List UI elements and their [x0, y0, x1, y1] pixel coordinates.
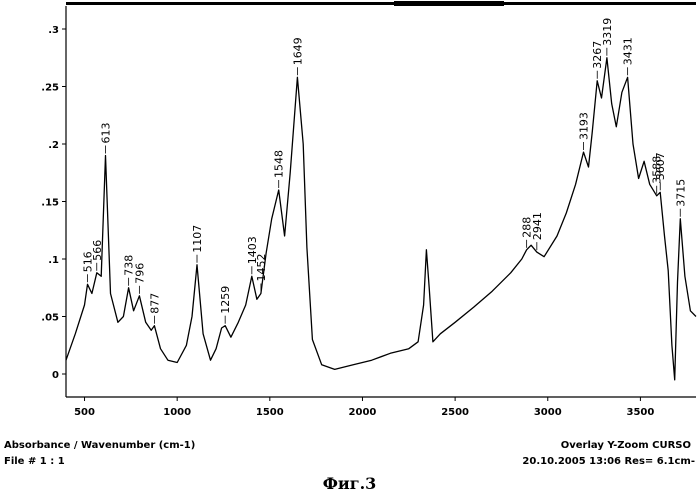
- y-tick-label: .15: [41, 198, 59, 209]
- axes-label: Absorbance / Wavenumber (cm-1): [4, 440, 195, 451]
- y-tick-label: .25: [41, 83, 59, 94]
- peak-label: 1548: [273, 150, 286, 178]
- x-tick-label: 500: [74, 407, 95, 418]
- stamp-label: 20.10.2005 13:06 Res= 6.1cm-: [522, 456, 695, 467]
- peak-label: 3431: [622, 37, 635, 65]
- y-tick-label: .05: [41, 313, 59, 324]
- peak-label: 3715: [674, 179, 687, 207]
- x-tick-label: 2000: [349, 407, 377, 418]
- y-tick-label: 0: [52, 370, 59, 381]
- peak-label: 1649: [291, 37, 304, 65]
- peak-label: 877: [148, 293, 161, 314]
- spectrum-line: [66, 58, 696, 380]
- peak-label: 1107: [191, 225, 204, 253]
- x-tick-label: 1000: [163, 407, 191, 418]
- file-label: File # 1 : 1: [4, 456, 65, 467]
- x-tick-label: 3500: [626, 407, 654, 418]
- top-bar-highlight: [394, 1, 504, 6]
- overlay-label: Overlay Y-Zoom CURSO: [561, 440, 691, 451]
- peak-label: 566: [91, 240, 104, 261]
- x-tick-label: 1500: [256, 407, 284, 418]
- peak-label: 3607: [654, 152, 667, 180]
- top-bar-left: [66, 2, 394, 5]
- x-tick-label: 3000: [534, 407, 562, 418]
- x-tick-label: 2500: [441, 407, 469, 418]
- y-tick-label: .2: [48, 140, 59, 151]
- peak-label: 3193: [578, 112, 591, 140]
- top-bar-right: [504, 2, 696, 5]
- figure-caption: Фиг.3: [0, 474, 699, 493]
- peak-annotations: 5165666137387968771107125914031452154816…: [81, 18, 687, 324]
- peak-label: 1452: [255, 254, 268, 282]
- y-tick-label: .1: [48, 255, 59, 266]
- series: [66, 58, 696, 380]
- peak-label: 3319: [601, 18, 614, 46]
- peak-label: 796: [133, 263, 146, 284]
- peak-label: 2941: [531, 212, 544, 240]
- y-tick-label: .3: [48, 25, 59, 36]
- peak-label: 613: [99, 122, 112, 143]
- peak-label: 1259: [219, 286, 232, 314]
